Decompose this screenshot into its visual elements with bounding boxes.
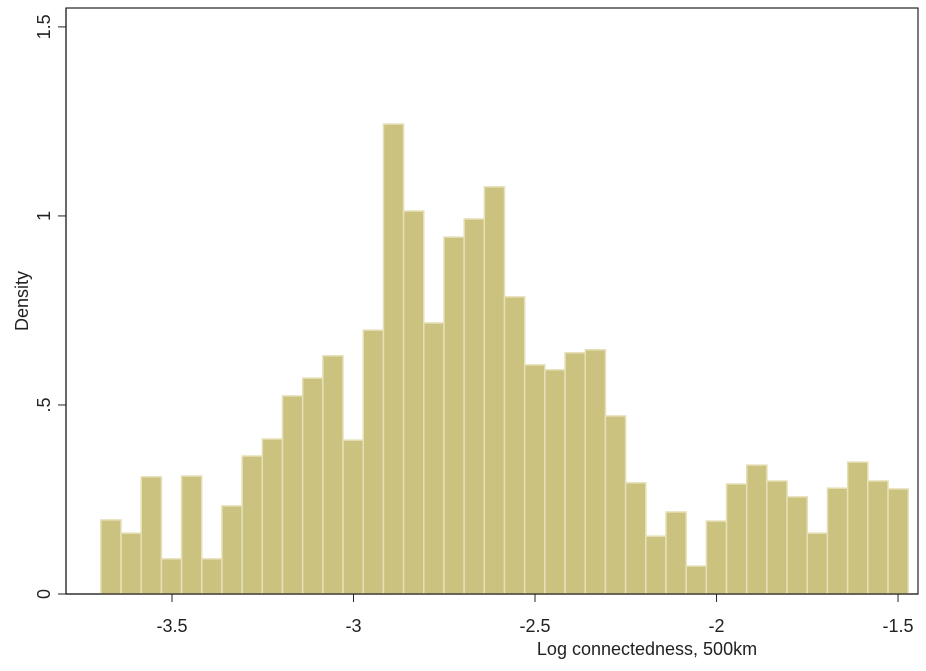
- x-tick-label: -2.5: [520, 616, 551, 636]
- bar: [745, 464, 768, 595]
- bar: [786, 496, 809, 595]
- bar: [503, 296, 526, 595]
- bar: [867, 480, 889, 595]
- bar: [342, 439, 364, 595]
- bar: [564, 352, 587, 595]
- x-tick-label: -1.5: [883, 616, 914, 636]
- bar: [645, 535, 667, 595]
- x-tick-label: -3: [346, 616, 362, 636]
- bar: [887, 488, 909, 595]
- bar: [423, 322, 445, 595]
- bar: [100, 519, 122, 595]
- bar: [322, 355, 344, 595]
- y-tick-label: 0: [34, 589, 54, 599]
- bar: [160, 558, 183, 595]
- x-tick-label: -2: [709, 616, 725, 636]
- bar: [584, 349, 607, 595]
- bar: [846, 461, 869, 595]
- bar: [301, 377, 324, 595]
- bar: [665, 511, 687, 595]
- bar: [241, 455, 264, 595]
- bar: [362, 329, 385, 595]
- x-axis-title: Log connectedness, 500km: [537, 639, 757, 659]
- y-tick-label: 1: [34, 211, 54, 221]
- bar: [483, 186, 506, 595]
- bar: [261, 438, 284, 595]
- bar: [281, 395, 304, 595]
- y-axis-title: Density: [12, 271, 32, 331]
- bar: [604, 415, 627, 595]
- bar: [705, 520, 728, 595]
- bar: [221, 505, 243, 595]
- y-tick-label: 1.5: [34, 14, 54, 39]
- bar: [201, 558, 223, 595]
- bar: [624, 482, 647, 595]
- y-tick-label: .5: [34, 397, 54, 412]
- bar: [685, 565, 708, 595]
- bar: [120, 532, 142, 595]
- bar: [463, 218, 486, 595]
- bar: [443, 236, 465, 595]
- bar: [140, 476, 163, 595]
- x-tick-label: -3.5: [156, 616, 187, 636]
- bar: [544, 369, 566, 595]
- bar: [725, 483, 748, 595]
- bar: [766, 480, 788, 595]
- bar: [382, 123, 405, 595]
- bar: [402, 210, 425, 595]
- bar: [826, 487, 849, 595]
- bar: [806, 532, 829, 595]
- bar: [180, 475, 203, 595]
- bar: [523, 364, 546, 595]
